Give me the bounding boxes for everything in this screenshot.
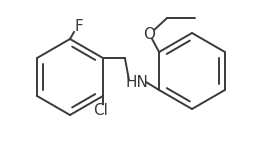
Text: F: F [74, 18, 83, 34]
Text: Cl: Cl [93, 103, 108, 118]
Text: O: O [143, 26, 155, 41]
Text: HN: HN [125, 75, 148, 89]
